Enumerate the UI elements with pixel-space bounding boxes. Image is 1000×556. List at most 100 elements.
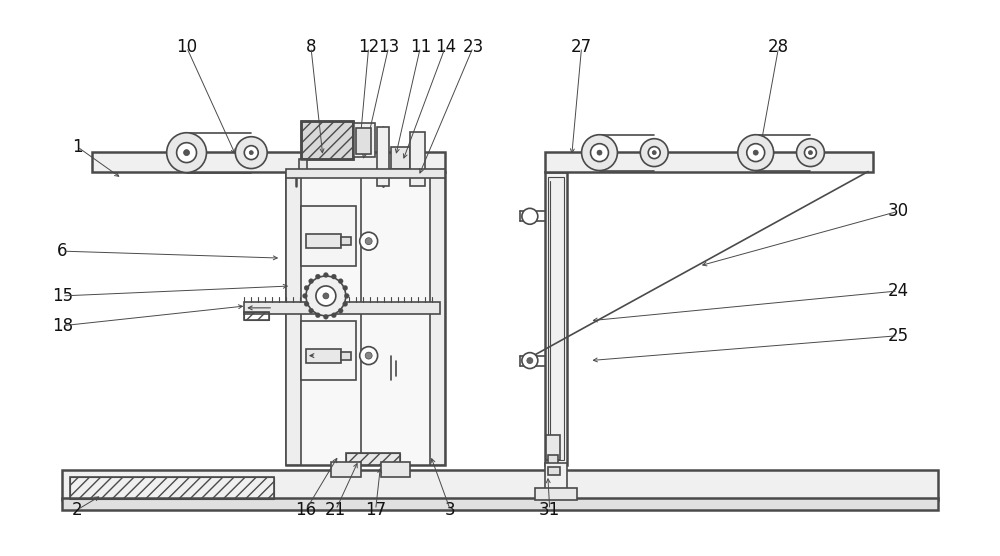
Bar xyxy=(244,302,440,314)
Bar xyxy=(346,453,400,465)
Circle shape xyxy=(343,285,348,290)
Bar xyxy=(430,172,445,465)
Text: 1: 1 xyxy=(72,138,82,156)
Bar xyxy=(301,321,356,380)
Bar xyxy=(301,121,353,158)
Circle shape xyxy=(323,314,328,319)
Text: 6: 6 xyxy=(57,242,67,260)
Circle shape xyxy=(527,358,533,364)
Bar xyxy=(299,158,307,176)
Text: 14: 14 xyxy=(435,38,456,56)
Circle shape xyxy=(167,133,206,172)
Text: 10: 10 xyxy=(176,38,197,56)
Text: 16: 16 xyxy=(295,501,317,519)
Bar xyxy=(548,176,564,460)
Circle shape xyxy=(360,232,378,250)
Text: 27: 27 xyxy=(571,38,592,56)
Text: 21: 21 xyxy=(325,501,346,519)
Bar xyxy=(331,462,361,477)
Text: 23: 23 xyxy=(463,38,484,56)
Circle shape xyxy=(323,293,329,299)
Circle shape xyxy=(747,143,765,162)
Circle shape xyxy=(365,238,372,245)
Circle shape xyxy=(331,274,336,279)
Text: 13: 13 xyxy=(378,38,399,56)
Circle shape xyxy=(343,301,348,306)
Circle shape xyxy=(235,137,267,168)
Circle shape xyxy=(344,294,349,299)
Circle shape xyxy=(338,308,343,313)
Text: 2: 2 xyxy=(72,501,82,519)
Circle shape xyxy=(522,208,538,224)
Circle shape xyxy=(249,151,253,155)
Text: 31: 31 xyxy=(539,501,560,519)
Bar xyxy=(286,172,301,465)
Bar xyxy=(306,349,341,363)
Circle shape xyxy=(304,301,309,306)
Circle shape xyxy=(306,276,346,316)
Circle shape xyxy=(309,308,314,313)
Bar xyxy=(346,453,400,465)
Bar xyxy=(286,172,445,465)
Bar xyxy=(301,206,356,266)
Text: 15: 15 xyxy=(52,287,73,305)
Circle shape xyxy=(804,147,816,158)
Circle shape xyxy=(315,274,320,279)
Bar xyxy=(356,128,371,153)
Text: 28: 28 xyxy=(768,38,789,56)
Text: 18: 18 xyxy=(52,317,73,335)
Bar xyxy=(381,462,410,477)
Circle shape xyxy=(522,353,538,369)
Text: 24: 24 xyxy=(887,282,909,300)
Circle shape xyxy=(323,272,328,277)
Circle shape xyxy=(309,279,314,284)
Circle shape xyxy=(302,294,307,299)
Text: 17: 17 xyxy=(365,501,386,519)
Bar xyxy=(545,463,567,498)
Text: 8: 8 xyxy=(306,38,316,56)
Bar xyxy=(548,467,560,475)
Bar xyxy=(545,172,567,465)
Circle shape xyxy=(652,151,656,155)
Circle shape xyxy=(808,151,812,155)
Bar xyxy=(62,498,938,510)
Circle shape xyxy=(591,143,608,162)
Circle shape xyxy=(648,147,660,158)
Bar xyxy=(353,123,375,157)
Circle shape xyxy=(365,352,372,359)
Bar xyxy=(306,234,341,248)
Circle shape xyxy=(244,146,258,160)
Bar xyxy=(301,121,353,158)
Circle shape xyxy=(331,312,336,317)
Bar xyxy=(70,477,274,499)
Circle shape xyxy=(797,138,824,167)
Bar xyxy=(391,147,410,168)
Circle shape xyxy=(597,150,602,155)
Bar xyxy=(341,351,351,360)
Circle shape xyxy=(338,279,343,284)
Circle shape xyxy=(316,286,336,306)
Bar xyxy=(244,312,269,320)
Bar xyxy=(546,435,560,460)
Circle shape xyxy=(640,138,668,167)
Circle shape xyxy=(184,150,190,156)
Bar xyxy=(62,470,938,500)
Circle shape xyxy=(177,143,197,162)
Text: 3: 3 xyxy=(445,501,456,519)
Bar xyxy=(92,152,445,172)
Bar xyxy=(545,152,873,172)
Bar xyxy=(377,127,389,186)
Bar xyxy=(410,132,425,186)
Text: 25: 25 xyxy=(887,327,909,345)
Circle shape xyxy=(315,312,320,317)
Bar xyxy=(70,477,274,499)
Bar xyxy=(548,455,558,465)
Text: 30: 30 xyxy=(887,202,909,220)
Text: 12: 12 xyxy=(358,38,379,56)
Circle shape xyxy=(738,135,774,171)
Text: 11: 11 xyxy=(410,38,431,56)
Bar xyxy=(341,237,351,245)
Bar xyxy=(535,488,577,500)
Circle shape xyxy=(582,135,617,171)
Circle shape xyxy=(753,150,758,155)
